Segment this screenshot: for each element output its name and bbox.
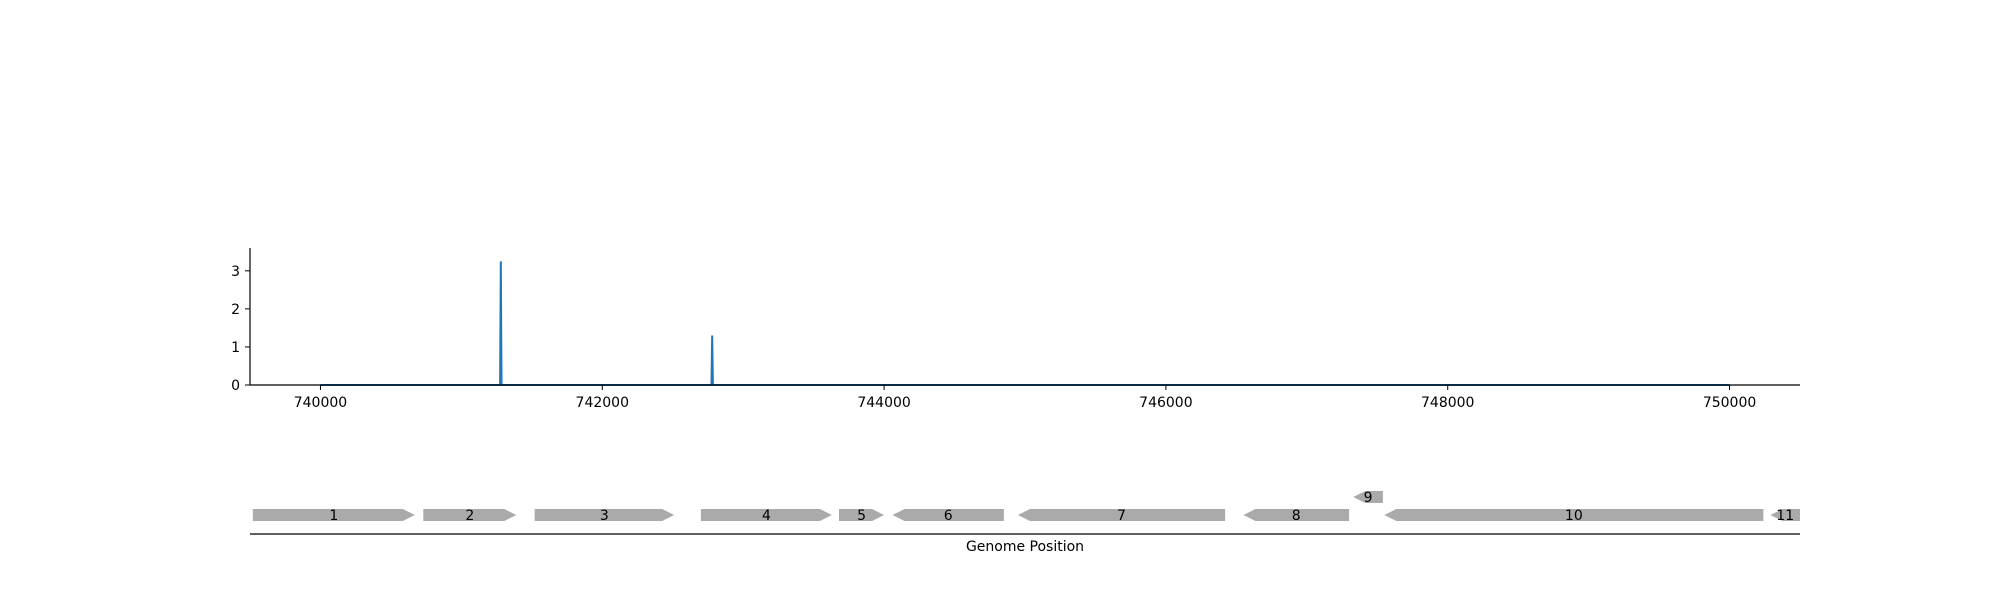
gene-label: 8 [1292,508,1301,524]
y-axis-ticks: 0 1 2 3 [231,264,250,394]
coverage-line [320,261,1729,385]
genome-position-label: Genome Position [966,539,1084,555]
x-tick-label: 744000 [857,395,910,411]
gene-label: 3 [600,508,609,524]
x-tick-label: 746000 [1139,395,1192,411]
x-tick-label: 740000 [294,395,347,411]
coverage-series-group [320,261,1729,385]
x-tick-label: 748000 [1421,395,1474,411]
coverage-plot: 740000 742000 744000 746000 748000 750000 0 1 2… [231,248,1800,411]
x-tick-label: 750000 [1703,395,1756,411]
y-tick-label: 0 [231,378,240,394]
gene-label: 6 [944,508,953,524]
gene-track: 1 2 3 4 5 6 7 8 9 10 11 Genome Position [250,490,1800,555]
y-tick-label: 3 [231,264,240,280]
gene-label: 1 [329,508,338,524]
y-tick-label: 2 [231,302,240,318]
gene-label: 10 [1565,508,1583,524]
y-tick-label: 1 [231,340,240,356]
gene-label: 7 [1117,508,1126,524]
gene-label: 4 [762,508,771,524]
gene-label: 5 [857,508,866,524]
gene-label: 9 [1364,490,1373,506]
x-axis-ticks: 740000 742000 744000 746000 748000 750000 [294,385,1757,411]
gene-label: 2 [465,508,474,524]
gene-arrows: 1 2 3 4 5 6 7 8 9 10 11 [253,490,1800,524]
x-tick-label: 742000 [576,395,629,411]
gene-label: 11 [1776,508,1794,524]
